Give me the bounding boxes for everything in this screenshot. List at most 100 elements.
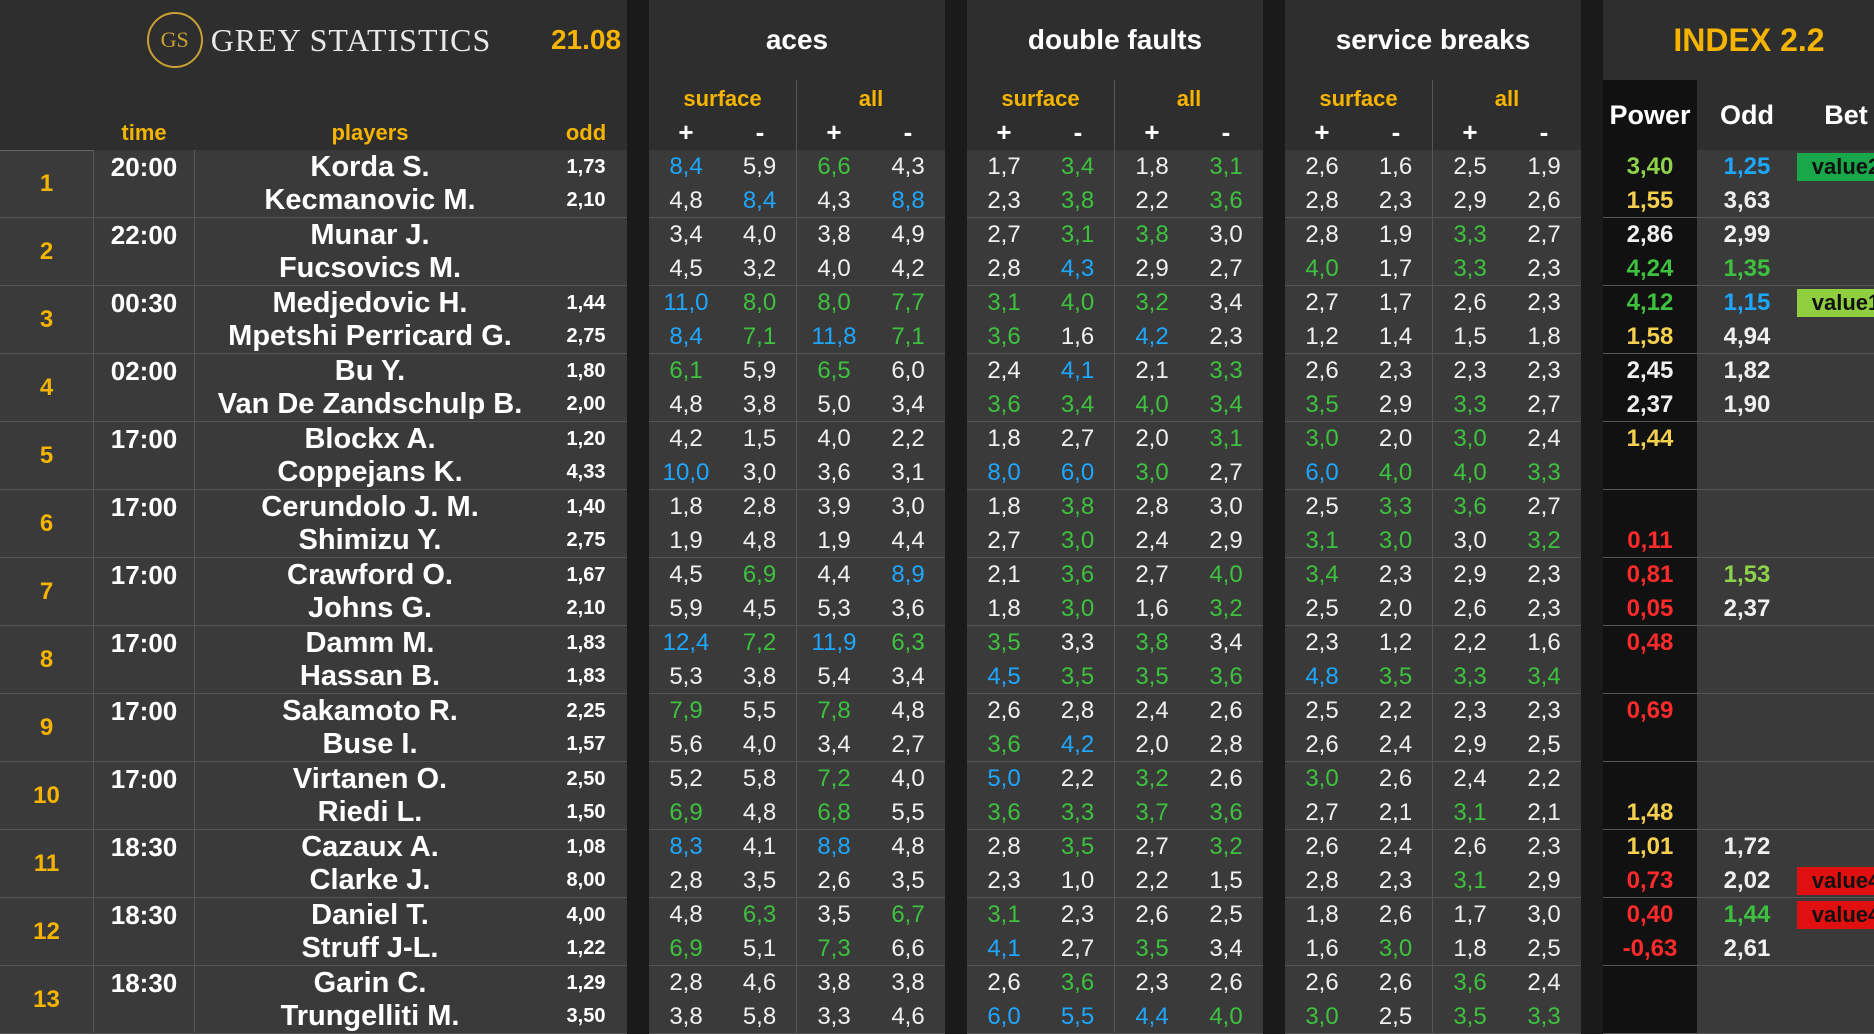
- stat-value: 2,7: [1507, 218, 1581, 252]
- bet-cell: value4: [1797, 864, 1874, 898]
- bet-cell: value4: [1797, 898, 1874, 932]
- stat-value: 1,6: [1359, 150, 1433, 184]
- player-name: Cerundolo J. M.: [195, 490, 545, 524]
- stat-value: 3,8: [797, 966, 871, 1000]
- match-number: 7: [0, 558, 93, 626]
- stat-value: 1,8: [1433, 932, 1507, 966]
- player-name: Crawford O.: [195, 558, 545, 592]
- player-name: Van De Zandschulp B.: [195, 388, 545, 422]
- index-odd-value: 4,94: [1697, 320, 1797, 354]
- stat-value: 3,6: [1433, 966, 1507, 1000]
- index-odd-value: [1697, 626, 1797, 660]
- index-odd-value: [1697, 456, 1797, 490]
- minus-label: -: [1221, 117, 1231, 147]
- stat-value: 7,2: [797, 762, 871, 796]
- index-odd-value: [1697, 728, 1797, 762]
- stat-value: 3,1: [1041, 218, 1115, 252]
- stat-value: 2,6: [1433, 592, 1507, 626]
- stat-value: 3,8: [723, 388, 797, 422]
- stat-value: 3,6: [797, 456, 871, 490]
- stat-value: 1,7: [967, 150, 1041, 184]
- stat-value: 2,5: [1285, 592, 1359, 626]
- player-name: Damm M.: [195, 626, 545, 660]
- stat-value: 2,6: [797, 864, 871, 898]
- power-value: 0,40: [1603, 898, 1697, 932]
- stat-value: 8,3: [649, 830, 723, 864]
- stat-value: 7,1: [871, 320, 945, 354]
- surface-subheader: surface: [649, 80, 797, 150]
- stat-value: 2,5: [1359, 1000, 1433, 1034]
- group-aces: aces: [649, 0, 945, 80]
- match-time: 17:00: [93, 558, 195, 626]
- bet-cell: [1797, 728, 1874, 762]
- stat-value: 2,7: [1115, 830, 1189, 864]
- stat-value: 3,1: [871, 456, 945, 490]
- player-name: Riedi L.: [195, 796, 545, 830]
- power-header: Power: [1603, 80, 1697, 150]
- stat-value: 2,6: [1189, 694, 1263, 728]
- power-value: 1,58: [1603, 320, 1697, 354]
- stat-value: 7,3: [797, 932, 871, 966]
- power-value: 0,81: [1603, 558, 1697, 592]
- stat-value: 4,0: [1115, 388, 1189, 422]
- stat-value: 3,1: [1189, 422, 1263, 456]
- group-double-faults: double faults: [967, 0, 1263, 80]
- stat-value: 6,9: [649, 932, 723, 966]
- player-odd: [545, 252, 627, 286]
- stat-value: 5,9: [723, 150, 797, 184]
- stat-value: 2,3: [1189, 320, 1263, 354]
- stat-value: 1,8: [1115, 150, 1189, 184]
- bet-cell: [1797, 218, 1874, 252]
- surface-subheader: surface: [1285, 80, 1433, 150]
- stat-value: 3,0: [871, 490, 945, 524]
- stat-value: 2,8: [649, 966, 723, 1000]
- column-separator: [945, 0, 967, 1034]
- stat-value: 2,4: [967, 354, 1041, 388]
- stat-value: 3,5: [1041, 830, 1115, 864]
- match-number: 2: [0, 218, 93, 286]
- bet-cell: [1797, 252, 1874, 286]
- stat-value: 5,5: [1041, 1000, 1115, 1034]
- power-value: [1603, 660, 1697, 694]
- plus-label: +: [678, 117, 694, 147]
- stat-value: 2,3: [967, 184, 1041, 218]
- stat-value: 4,0: [723, 728, 797, 762]
- all-subheader: all: [1433, 80, 1581, 150]
- power-value: 0,48: [1603, 626, 1697, 660]
- stat-value: 4,4: [871, 524, 945, 558]
- stat-value: 5,1: [723, 932, 797, 966]
- stat-value: 2,9: [1433, 728, 1507, 762]
- stat-value: 3,8: [871, 966, 945, 1000]
- stat-value: 3,1: [1433, 796, 1507, 830]
- stat-value: 4,8: [871, 830, 945, 864]
- index-odd-value: [1697, 1000, 1797, 1034]
- stat-value: 2,3: [1507, 830, 1581, 864]
- stat-value: 2,4: [1433, 762, 1507, 796]
- index-odd-value: 1,35: [1697, 252, 1797, 286]
- stat-value: 2,0: [1359, 422, 1433, 456]
- stat-value: 3,3: [1359, 490, 1433, 524]
- stat-value: 2,3: [967, 864, 1041, 898]
- stat-value: 8,0: [723, 286, 797, 320]
- stat-value: 3,4: [649, 218, 723, 252]
- match-time: 02:00: [93, 354, 195, 422]
- plus-label: +: [1144, 117, 1160, 147]
- stat-value: 3,4: [1507, 660, 1581, 694]
- stat-value: 2,1: [1115, 354, 1189, 388]
- bet-badge: value2: [1797, 153, 1874, 181]
- stat-value: 4,6: [871, 1000, 945, 1034]
- stat-value: 3,6: [1041, 966, 1115, 1000]
- stat-value: 2,0: [1115, 728, 1189, 762]
- stat-value: 4,8: [1285, 660, 1359, 694]
- power-value: 0,11: [1603, 524, 1697, 558]
- match-number: 5: [0, 422, 93, 490]
- index-odd-value: 2,99: [1697, 218, 1797, 252]
- plus-label: +: [996, 117, 1012, 147]
- stat-value: 2,6: [1507, 184, 1581, 218]
- player-odd: 1,08: [545, 830, 627, 864]
- stat-value: 5,3: [649, 660, 723, 694]
- stat-value: 2,3: [1507, 252, 1581, 286]
- index-odd-value: [1697, 422, 1797, 456]
- stat-value: 3,2: [723, 252, 797, 286]
- stat-value: 3,1: [1433, 864, 1507, 898]
